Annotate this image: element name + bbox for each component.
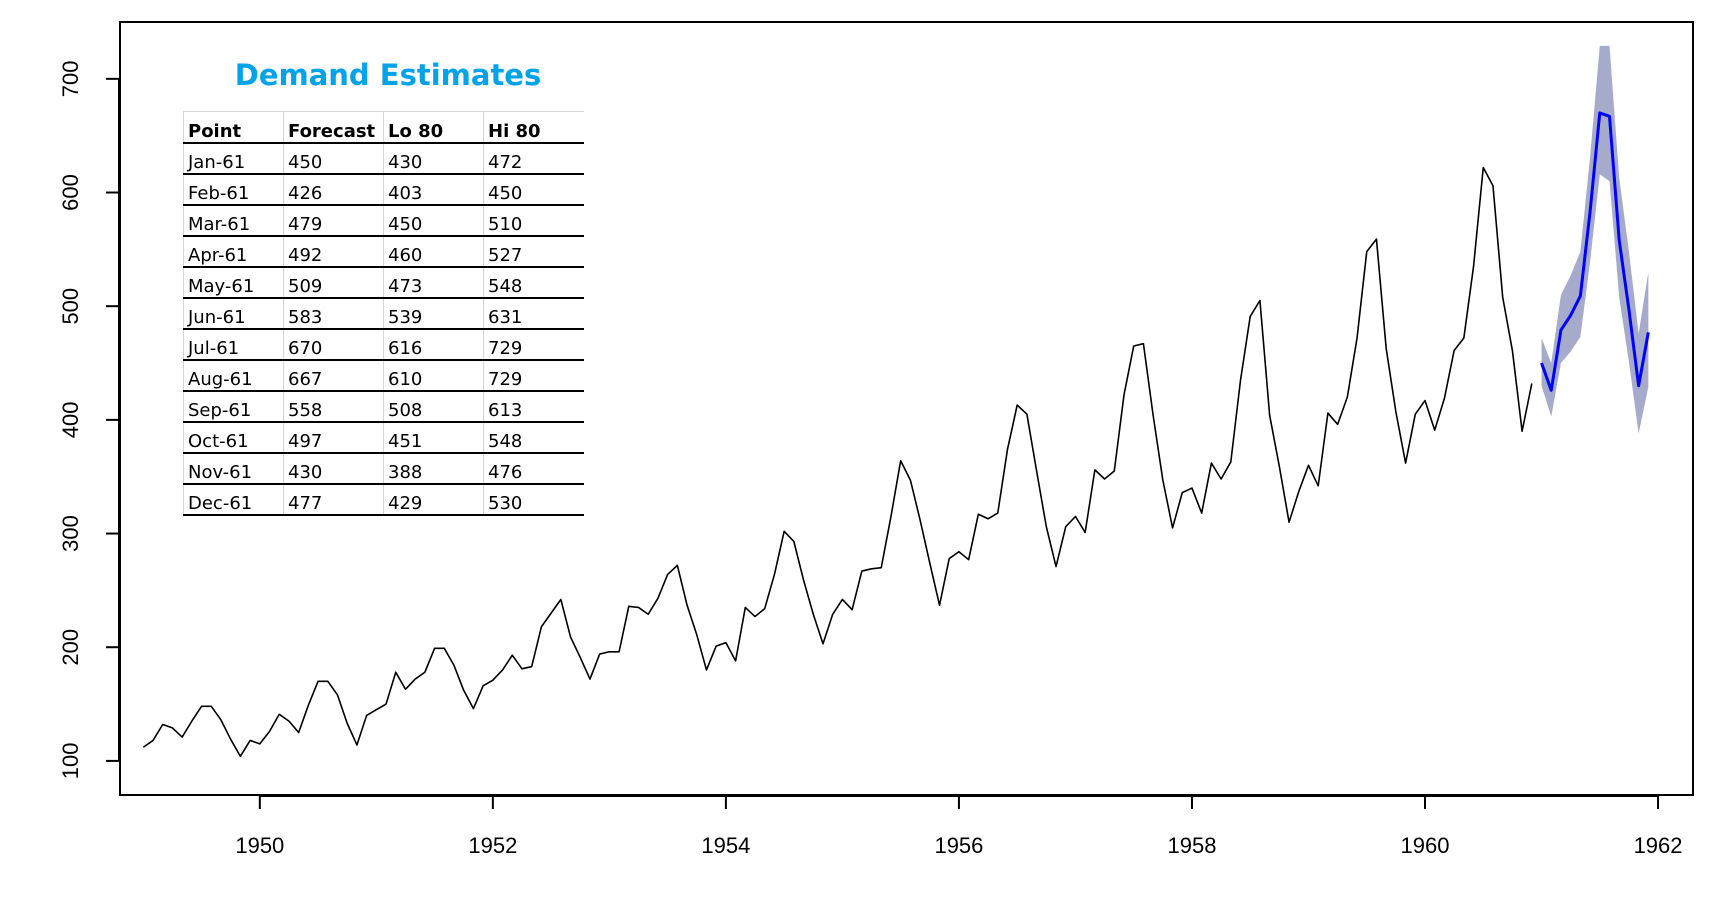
cell-point: Apr-61 [183, 235, 284, 268]
cell-lo80: 429 [383, 483, 484, 516]
cell-lo80: 460 [383, 235, 484, 268]
x-tick-label: 1958 [1167, 833, 1216, 858]
table-row: Jun-61 583 539 631 [183, 297, 584, 330]
y-tick-label: 700 [58, 60, 83, 97]
cell-lo80: 403 [383, 173, 484, 206]
forecast-80-band [1541, 45, 1649, 434]
x-tick-label: 1952 [468, 833, 517, 858]
table-row: Jan-61 450 430 472 [183, 142, 584, 175]
table-row: Sep-61 558 508 613 [183, 390, 584, 423]
cell-forecast: 509 [283, 266, 384, 299]
x-tick-label: 1960 [1401, 833, 1450, 858]
table-row: Aug-61 667 610 729 [183, 359, 584, 392]
cell-lo80: 388 [383, 452, 484, 485]
table-row: Jul-61 670 616 729 [183, 328, 584, 361]
cell-point: Aug-61 [183, 359, 284, 392]
header-lo80: Lo 80 [383, 111, 484, 144]
cell-forecast: 479 [283, 204, 384, 237]
cell-point: May-61 [183, 266, 284, 299]
forecast-band-group [1541, 45, 1649, 434]
cell-hi80: 613 [483, 390, 584, 423]
cell-point: Jul-61 [183, 328, 284, 361]
cell-point: Jun-61 [183, 297, 284, 330]
cell-forecast: 667 [283, 359, 384, 392]
forecast-series-line [1540, 111, 1650, 392]
cell-hi80: 548 [483, 421, 584, 454]
cell-hi80: 548 [483, 266, 584, 299]
y-tick-label: 400 [58, 402, 83, 439]
cell-lo80: 610 [383, 359, 484, 392]
axes: 1950 1952 1954 1956 1958 1960 1962 100 200 300 400… [58, 60, 1683, 858]
header-forecast: Forecast [283, 111, 384, 144]
cell-point: Jan-61 [183, 142, 284, 175]
cell-lo80: 451 [383, 421, 484, 454]
x-tick-label: 1956 [934, 833, 983, 858]
x-tick-label: 1950 [235, 833, 284, 858]
cell-lo80: 473 [383, 266, 484, 299]
cell-hi80: 472 [483, 142, 584, 175]
table-row: Feb-61 426 403 450 [183, 173, 584, 206]
cell-forecast: 583 [283, 297, 384, 330]
cell-point: Nov-61 [183, 452, 284, 485]
cell-hi80: 530 [483, 483, 584, 516]
y-tick-label: 200 [58, 629, 83, 666]
cell-point: Dec-61 [183, 483, 284, 516]
y-tick-label: 500 [58, 288, 83, 325]
cell-hi80: 476 [483, 452, 584, 485]
cell-hi80: 631 [483, 297, 584, 330]
y-tick-label: 600 [58, 174, 83, 211]
x-tick-label: 1962 [1634, 833, 1683, 858]
x-tick-label: 1954 [701, 833, 750, 858]
observed-series-line [142, 166, 1533, 758]
cell-forecast: 430 [283, 452, 384, 485]
cell-point: Oct-61 [183, 421, 284, 454]
cell-lo80: 508 [383, 390, 484, 423]
header-point: Point [183, 111, 284, 144]
table-row: May-61 509 473 548 [183, 266, 584, 299]
cell-hi80: 527 [483, 235, 584, 268]
cell-forecast: 477 [283, 483, 384, 516]
y-tick-label: 300 [58, 515, 83, 552]
cell-lo80: 430 [383, 142, 484, 175]
cell-point: Sep-61 [183, 390, 284, 423]
demand-estimates-table: Point Forecast Lo 80 Hi 80 Jan-61 450 430 4… [183, 111, 584, 516]
table-title: Demand Estimates [234, 58, 542, 92]
cell-forecast: 670 [283, 328, 384, 361]
table-row: Nov-61 430 388 476 [183, 452, 584, 485]
cell-point: Feb-61 [183, 173, 284, 206]
cell-forecast: 497 [283, 421, 384, 454]
table-row: Oct-61 497 451 548 [183, 421, 584, 454]
cell-lo80: 450 [383, 204, 484, 237]
table-body: Jan-61 450 430 472 Feb-61 426 403 450 Mar-61 479 4… [183, 142, 584, 516]
cell-forecast: 426 [283, 173, 384, 206]
cell-forecast: 492 [283, 235, 384, 268]
cell-hi80: 729 [483, 359, 584, 392]
cell-hi80: 450 [483, 173, 584, 206]
table-row: Mar-61 479 450 510 [183, 204, 584, 237]
header-hi80: Hi 80 [483, 111, 584, 144]
cell-hi80: 510 [483, 204, 584, 237]
series-lines-group [142, 111, 1650, 758]
table-header-row: Point Forecast Lo 80 Hi 80 [183, 111, 584, 144]
cell-hi80: 729 [483, 328, 584, 361]
cell-point: Mar-61 [183, 204, 284, 237]
cell-forecast: 450 [283, 142, 384, 175]
table-row: Apr-61 492 460 527 [183, 235, 584, 268]
cell-forecast: 558 [283, 390, 384, 423]
cell-lo80: 616 [383, 328, 484, 361]
cell-lo80: 539 [383, 297, 484, 330]
table-row: Dec-61 477 429 530 [183, 483, 584, 516]
y-tick-label: 100 [58, 743, 83, 780]
